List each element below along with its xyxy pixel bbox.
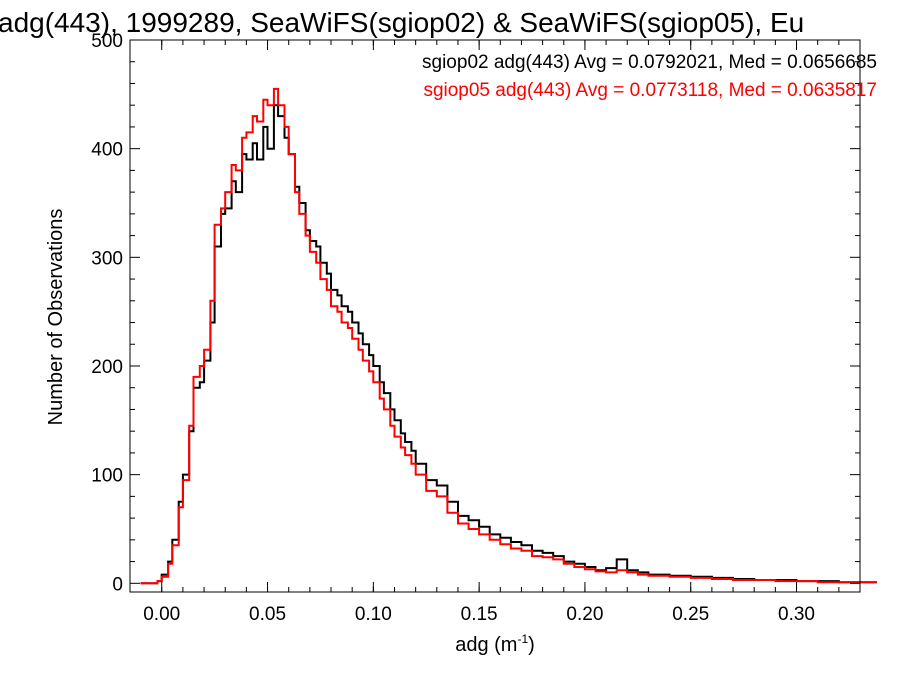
y-axis-ticks: 0 100 200 300 400 500 (91, 31, 860, 595)
x-axis-label-superscript: -1 (517, 632, 528, 646)
chart-title: adg(443), 1999289, SeaWiFS(sgiop02) & Se… (0, 7, 804, 38)
x-tick-label: 0.20 (566, 604, 603, 625)
y-tick-label: 100 (91, 466, 123, 487)
x-tick-label: 0.15 (461, 604, 498, 625)
y-axis-label: Number of Observations (45, 209, 67, 426)
y-tick-label: 0 (112, 574, 123, 595)
series-layer (140, 87, 877, 585)
series-line-0 (140, 104, 877, 585)
x-tick-label: 0.10 (355, 604, 392, 625)
x-tick-label: 0.05 (249, 604, 286, 625)
x-axis-label-text: adg (m (455, 634, 517, 656)
x-tick-label: 0.30 (778, 604, 815, 625)
y-tick-label: 500 (91, 31, 123, 52)
x-tick-label: 0.00 (143, 604, 180, 625)
legend-entry-sgiop02: sgiop02 adg(443) Avg = 0.0792021, Med = … (422, 52, 877, 73)
x-axis-ticks: 0.00 0.05 0.10 0.15 0.20 0.25 0.30 (143, 40, 840, 625)
series-line-1 (140, 87, 877, 585)
plot-frame (129, 39, 861, 593)
legend-entry-sgiop05: sgiop05 adg(443) Avg = 0.0773118, Med = … (423, 80, 877, 101)
x-axis-label-close: ) (528, 634, 535, 656)
x-tick-label: 0.25 (672, 604, 709, 625)
y-tick-label: 300 (91, 248, 123, 269)
y-tick-label: 200 (91, 357, 123, 378)
x-axis-label: adg (m-1) (455, 632, 535, 656)
y-tick-label: 400 (91, 140, 123, 161)
